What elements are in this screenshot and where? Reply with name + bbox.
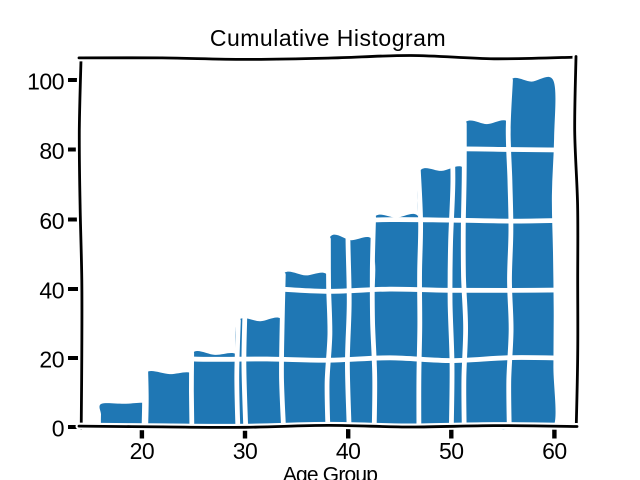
- svg-text:20: 20: [39, 347, 64, 373]
- svg-text:80: 80: [39, 138, 64, 164]
- svg-text:40: 40: [39, 278, 64, 304]
- svg-text:Age Group: Age Group: [283, 464, 377, 480]
- svg-text:50: 50: [439, 438, 464, 464]
- svg-text:30: 30: [233, 438, 258, 464]
- svg-text:0: 0: [52, 416, 64, 442]
- svg-text:Cumulative Histogram: Cumulative Histogram: [210, 25, 446, 51]
- svg-text:100: 100: [27, 69, 64, 95]
- svg-text:40: 40: [336, 438, 361, 464]
- svg-text:60: 60: [542, 438, 567, 464]
- svg-text:60: 60: [39, 208, 64, 234]
- svg-text:20: 20: [130, 438, 155, 464]
